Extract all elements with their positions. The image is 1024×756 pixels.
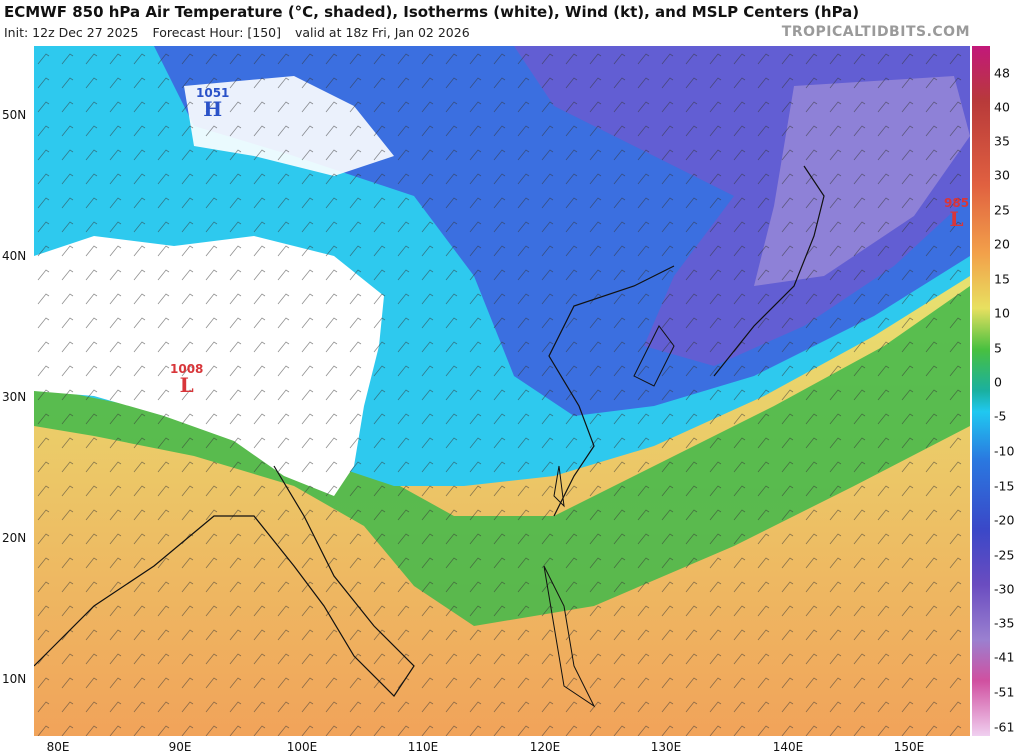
brand-watermark: TROPICALTIDBITS.COM <box>781 24 970 40</box>
valid-time: valid at 18z Fri, Jan 02 2026 <box>295 25 470 40</box>
colorbar-label: 20 <box>994 236 1010 252</box>
lat-label-10n: 10N <box>2 672 27 686</box>
low-pressure-center-pacific: 985 L <box>944 196 970 231</box>
wind-barbs <box>34 46 970 736</box>
coastline-south-asia <box>34 465 415 697</box>
lat-label-40n: 40N <box>2 249 27 263</box>
lat-label-20n: 20N <box>2 531 27 545</box>
colorbar-label: 15 <box>994 271 1010 287</box>
coastline-taiwan <box>553 465 565 508</box>
colorbar-label: -35 <box>994 615 1015 631</box>
lon-label-150e: 150E <box>893 740 925 754</box>
temperature-map <box>34 46 970 736</box>
coastline-korea <box>633 325 675 387</box>
lon-label-110e: 110E <box>407 740 439 754</box>
colorbar-label: -61 <box>994 719 1015 735</box>
lon-label-90e: 90E <box>168 740 192 754</box>
colorbar-label: 5 <box>994 340 1002 356</box>
colorbar-label: 35 <box>994 133 1010 149</box>
chart-title: ECMWF 850 hPa Air Temperature (°C, shade… <box>4 3 860 21</box>
colorbar-label: 30 <box>994 167 1010 183</box>
colorbar-fill <box>972 46 990 736</box>
coastline-philippines <box>543 565 596 708</box>
coastline-china <box>548 265 675 517</box>
colorbar-label: -20 <box>994 512 1015 528</box>
colorbar-label: 10 <box>994 305 1010 321</box>
colorbar-label: -41 <box>994 649 1015 665</box>
colorbar-label: -51 <box>994 684 1015 700</box>
colorbar-label: -5 <box>994 408 1007 424</box>
low-pressure-center-tibet: 1008 L <box>170 362 204 397</box>
colorbar-label: -25 <box>994 547 1015 563</box>
colorbar-label: -30 <box>994 581 1015 597</box>
colorbar-label: -10 <box>994 443 1015 459</box>
lon-label-140e: 140E <box>772 740 804 754</box>
colorbar-label: 48 <box>994 65 1010 81</box>
lon-label-130e: 130E <box>650 740 682 754</box>
lon-label-120e: 120E <box>529 740 561 754</box>
colorbar-label: -15 <box>994 478 1015 494</box>
colorbar-label: 25 <box>994 202 1010 218</box>
init-time: Init: 12z Dec 27 2025 <box>4 25 139 40</box>
forecast-hour: Forecast Hour: [150] <box>152 25 282 40</box>
high-pressure-center: 1051 H <box>196 86 230 121</box>
coastline-japan <box>713 165 825 377</box>
colorbar-label: 40 <box>994 99 1010 115</box>
colorbar <box>972 46 990 736</box>
lat-label-30n: 30N <box>2 390 27 404</box>
lon-label-80e: 80E <box>46 740 70 754</box>
lon-label-100e: 100E <box>286 740 318 754</box>
subtitle: Init: 12z Dec 27 2025 Forecast Hour: [15… <box>4 25 480 40</box>
lat-label-50n: 50N <box>2 108 27 122</box>
colorbar-label: 0 <box>994 374 1002 390</box>
